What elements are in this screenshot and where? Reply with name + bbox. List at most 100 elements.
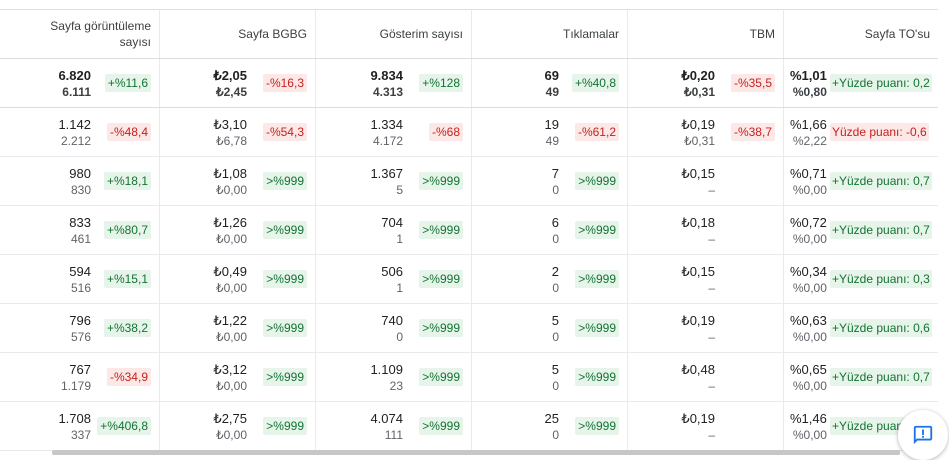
current-value: ₺0,49	[213, 264, 247, 279]
table-cell: %0,63 %0,00 +Yüzde puanı: 0,6	[784, 304, 938, 352]
previous-value: –	[708, 281, 715, 295]
previous-value: %0,00	[792, 330, 827, 344]
cell-values: ₺0,15 –	[681, 166, 715, 198]
cell-values: 9.834 4.313	[370, 68, 403, 100]
previous-value: –	[708, 330, 715, 344]
table-cell: 1.708 337 +%406,8	[0, 402, 160, 450]
previous-value: 576	[70, 330, 91, 344]
table-cell: %0,72 %0,00 +Yüzde puanı: 0,7	[784, 206, 938, 254]
change-badge: >%999	[419, 221, 463, 239]
cell-values: ₺0,19 –	[681, 411, 715, 443]
cell-values: ₺0,15 –	[681, 264, 715, 296]
previous-value: 111	[384, 428, 403, 442]
cell-values: 740 0	[381, 313, 403, 345]
previous-value: 830	[70, 183, 91, 197]
column-header[interactable]: Gösterim sayısı	[316, 10, 472, 58]
change-badge: -%34,9	[106, 368, 151, 386]
column-header[interactable]: Tıklamalar	[472, 10, 628, 58]
column-header-label: Tıklamalar	[562, 27, 619, 41]
current-value: ₺0,18	[681, 215, 715, 230]
table-cell: 796 576 +%38,2	[0, 304, 160, 352]
table-cell: %1,66 %2,22 Yüzde puanı: -0,6	[784, 108, 938, 156]
table-row: 1.142 2.212 -%48,4 ₺3,10 ₺6,78 -%54,3 1.334 4.1…	[0, 108, 938, 157]
previous-value: ₺0,31	[684, 85, 715, 99]
table-cell: 704 1 >%999	[316, 206, 472, 254]
change-badge: >%999	[575, 417, 619, 435]
table-cell: ₺2,75 ₺0,00 >%999	[160, 402, 316, 450]
column-header-label: Sayfa BGBG	[238, 27, 307, 41]
cell-values: 1.334 4.172	[370, 117, 403, 149]
table-cell: 25 0 >%999	[472, 402, 628, 450]
table-cell: ₺0,15 –	[628, 255, 784, 303]
table-cell: %0,71 %0,00 +Yüzde puanı: 0,7	[784, 157, 938, 205]
cell-values: 1.109 23	[370, 362, 403, 394]
table-cell: 4.074 111 >%999	[316, 402, 472, 450]
change-badge: >%999	[575, 221, 619, 239]
column-header[interactable]: TBM	[628, 10, 784, 58]
previous-value: ₺2,45	[216, 85, 247, 99]
table-cell: 767 1.179 -%34,9	[0, 353, 160, 401]
previous-value: 516	[70, 281, 91, 295]
column-header[interactable]: Sayfa görüntüleme sayısı	[0, 10, 160, 58]
table-cell: ₺0,48 –	[628, 353, 784, 401]
table-cell: ₺2,05 ₺2,45 -%16,3	[160, 59, 316, 107]
previous-value: 0	[552, 379, 559, 393]
feedback-button[interactable]	[898, 410, 948, 460]
table-cell: ₺1,26 ₺0,00 >%999	[160, 206, 316, 254]
current-value: ₺0,19	[681, 313, 715, 328]
previous-value: 461	[70, 232, 91, 246]
cell-values: 1.367 5	[370, 166, 403, 198]
cell-values: 1.708 337	[58, 411, 91, 443]
cell-values: %1,46 %0,00	[790, 411, 827, 443]
current-value: 5	[551, 313, 559, 328]
table-cell: 6.820 6.111 +%11,6	[0, 59, 160, 107]
change-badge: >%999	[263, 221, 307, 239]
change-badge: -%61,2	[574, 123, 619, 141]
table-cell: 1.367 5 >%999	[316, 157, 472, 205]
current-value: 5	[551, 362, 559, 377]
cell-values: ₺0,19 ₺0,31	[681, 117, 715, 149]
current-value: 1.367	[370, 166, 403, 181]
table-cell: 506 1 >%999	[316, 255, 472, 303]
current-value: %0,71	[790, 166, 827, 181]
table-cell: 69 49 +%40,8	[472, 59, 628, 107]
current-value: ₺3,12	[213, 362, 247, 377]
previous-value: 49	[545, 134, 559, 148]
change-badge: Yüzde puanı: -0,6	[830, 123, 929, 141]
column-header[interactable]: Sayfa BGBG	[160, 10, 316, 58]
table-cell: 1.142 2.212 -%48,4	[0, 108, 160, 156]
cell-values: 25 0	[545, 411, 559, 443]
change-badge: -%38,7	[730, 123, 775, 141]
change-badge: +%406,8	[97, 417, 151, 435]
previous-value: %0,00	[792, 428, 827, 442]
table-cell: ₺0,19 ₺0,31 -%38,7	[628, 108, 784, 156]
change-badge: +%11,6	[104, 74, 151, 92]
table-cell: 594 516 +%15,1	[0, 255, 160, 303]
cell-values: ₺0,19 –	[681, 313, 715, 345]
column-header[interactable]: Sayfa TO'su	[784, 10, 938, 58]
previous-value: ₺0,00	[216, 183, 247, 197]
previous-value: ₺0,31	[684, 134, 715, 148]
current-value: ₺3,10	[213, 117, 247, 132]
cell-values: %0,34 %0,00	[790, 264, 827, 296]
change-badge: +%40,8	[571, 74, 619, 92]
cell-values: %0,72 %0,00	[790, 215, 827, 247]
cell-values: 833 461	[69, 215, 91, 247]
table-header: Sayfa görüntüleme sayısı Sayfa BGBG Göst…	[0, 10, 938, 59]
horizontal-scrollbar[interactable]	[52, 450, 900, 455]
previous-value: 5	[396, 183, 403, 197]
cell-values: ₺0,49 ₺0,00	[213, 264, 247, 296]
change-badge: +Yüzde puanı: 0,3	[830, 270, 932, 288]
current-value: 1.109	[370, 362, 403, 377]
current-value: 25	[544, 411, 559, 426]
previous-value: 0	[396, 330, 403, 344]
current-value: %0,34	[790, 264, 827, 279]
table-row: 833 461 +%80,7 ₺1,26 ₺0,00 >%999 704 1 >%999 6 0 >%…	[0, 206, 938, 255]
current-value: 1.708	[58, 411, 91, 426]
cell-values: ₺0,20 ₺0,31	[681, 68, 715, 100]
current-value: 704	[381, 215, 403, 230]
change-badge: >%999	[419, 319, 463, 337]
current-value: 796	[69, 313, 91, 328]
change-badge: >%999	[263, 172, 307, 190]
